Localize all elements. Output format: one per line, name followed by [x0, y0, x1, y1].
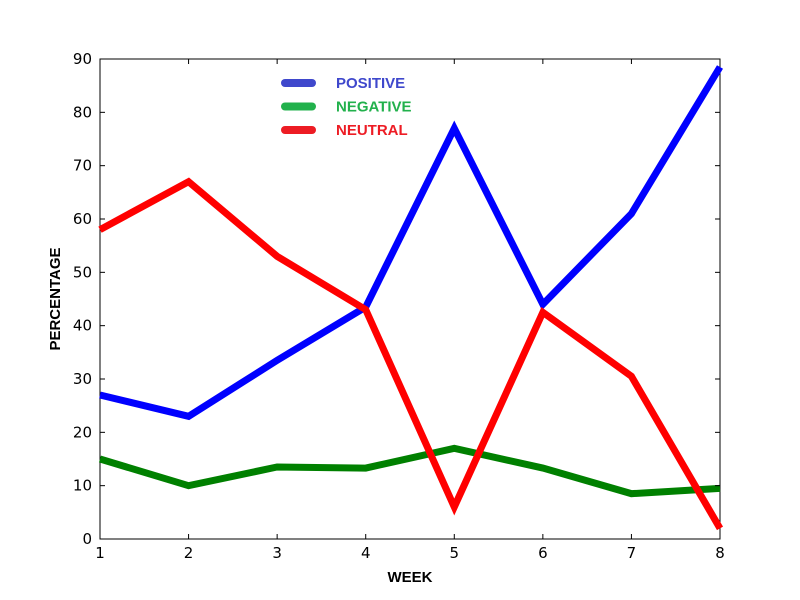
- y-axis-title: PERCENTAGE: [47, 247, 64, 350]
- x-tick-label: 8: [715, 544, 725, 562]
- plot-area: [99, 58, 721, 540]
- y-tick-label: 40: [73, 317, 92, 335]
- x-tick-label: 5: [450, 544, 460, 562]
- x-tick-label: 7: [627, 544, 637, 562]
- series-line-positive: [99, 65, 723, 421]
- x-tick-label: 1: [95, 544, 105, 562]
- x-axis-title: WEEK: [388, 569, 433, 586]
- x-tick-label: 3: [272, 544, 282, 562]
- y-tick-label: 90: [73, 50, 92, 68]
- y-tick-label: 50: [73, 263, 92, 281]
- x-tick-label: 4: [361, 544, 371, 562]
- y-tick-label: 70: [73, 157, 92, 175]
- y-tick-label: 60: [73, 210, 92, 228]
- legend-label: NEUTRAL: [336, 122, 408, 139]
- legend: POSITIVE NEGATIVE NEUTRAL: [281, 75, 412, 139]
- y-tick-label: 80: [73, 103, 92, 121]
- y-tick-label: 30: [73, 370, 92, 388]
- y-tick-label: 10: [73, 477, 92, 495]
- legend-label: NEGATIVE: [336, 99, 412, 116]
- x-tick-label: 6: [538, 544, 548, 562]
- x-tick-label: 2: [184, 544, 194, 562]
- legend-label: POSITIVE: [336, 75, 405, 92]
- y-tick-label: 20: [73, 423, 92, 441]
- series-line-neutral: [98, 177, 724, 531]
- y-tick-label: 0: [82, 530, 92, 548]
- series-layer: [98, 65, 724, 531]
- series-line-negative: [98, 444, 721, 498]
